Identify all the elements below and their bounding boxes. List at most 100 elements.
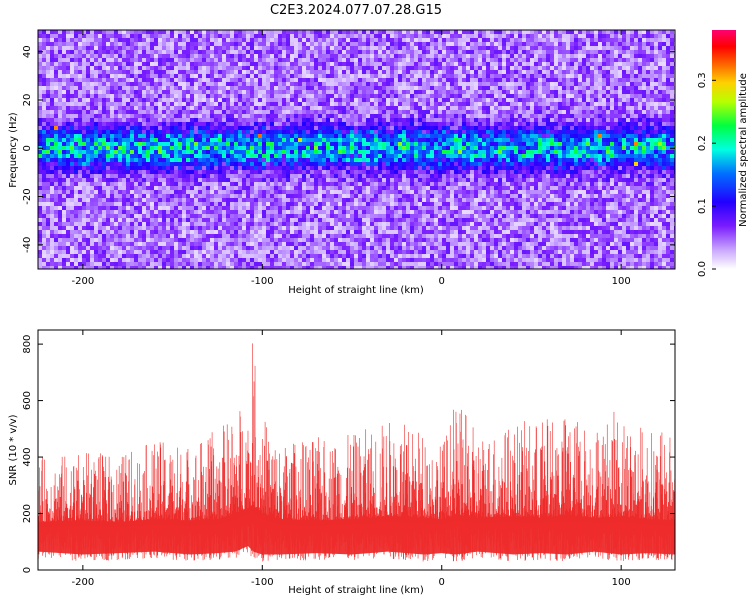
heatmap-cell [58, 102, 62, 106]
heatmap-cell [614, 134, 618, 138]
heatmap-cell [310, 150, 314, 154]
heatmap-cell [42, 86, 46, 90]
heatmap-cell [130, 138, 134, 142]
heatmap-cell [514, 46, 518, 50]
heatmap-cell [290, 74, 294, 78]
heatmap-cell [106, 106, 110, 110]
heatmap-cell [406, 138, 410, 142]
heatmap-cell [166, 90, 170, 94]
heatmap-cell [642, 126, 646, 130]
heatmap-cell [470, 34, 474, 38]
heatmap-cell [662, 106, 666, 110]
heatmap-cell [162, 98, 166, 102]
heatmap-cell [562, 54, 566, 58]
heatmap-cell [634, 130, 638, 134]
heatmap-cell [150, 82, 154, 86]
heatmap-cell [322, 66, 326, 70]
heatmap-cell [582, 62, 586, 66]
heatmap-cell [670, 54, 674, 58]
heatmap-cell [166, 146, 170, 150]
heatmap-cell [374, 126, 378, 130]
heatmap-cell [658, 138, 662, 142]
heatmap-cell [110, 70, 114, 74]
heatmap-cell [442, 146, 446, 150]
heatmap-cell [622, 34, 626, 38]
heatmap-cell [478, 34, 482, 38]
heatmap-cell [494, 142, 498, 146]
heatmap-cell [582, 106, 586, 110]
heatmap-cell [394, 118, 398, 122]
heatmap-cell [90, 46, 94, 50]
heatmap-cell [334, 82, 338, 86]
heatmap-cell [634, 110, 638, 114]
heatmap-cell [498, 98, 502, 102]
heatmap-cell [62, 74, 66, 78]
heatmap-cell [298, 38, 302, 42]
heatmap-cell [590, 34, 594, 38]
heatmap-cell [70, 138, 74, 142]
heatmap-cell [354, 94, 358, 98]
heatmap-cell [102, 134, 106, 138]
heatmap-cell [662, 130, 666, 134]
heatmap-cell [258, 134, 262, 138]
heatmap-cell [366, 126, 370, 130]
heatmap-cell [638, 114, 642, 118]
heatmap-cell [506, 138, 510, 142]
heatmap-cell [142, 114, 146, 118]
heatmap-cell [414, 46, 418, 50]
heatmap-cell [426, 106, 430, 110]
heatmap-cell [150, 146, 154, 150]
heatmap-cell [526, 50, 530, 54]
heatmap-cell [518, 122, 522, 126]
heatmap-cell [154, 142, 158, 146]
heatmap-cell [258, 46, 262, 50]
heatmap-cell [658, 134, 662, 138]
heatmap-cell [414, 134, 418, 138]
heatmap-cell [482, 118, 486, 122]
heatmap-cell [486, 38, 490, 42]
heatmap-cell [146, 118, 150, 122]
heatmap-cell [386, 50, 390, 54]
heatmap-cell [398, 142, 402, 146]
heatmap-cell [482, 130, 486, 134]
heatmap-cell [510, 130, 514, 134]
heatmap-cell [326, 66, 330, 70]
heatmap-cell [554, 146, 558, 150]
heatmap-cell [54, 130, 58, 134]
heatmap-cell [78, 62, 82, 66]
heatmap-cell [170, 126, 174, 130]
heatmap-cell [518, 114, 522, 118]
heatmap-cell [562, 114, 566, 118]
heatmap-cell [210, 122, 214, 126]
heatmap-cell [466, 58, 470, 62]
heatmap-cell [646, 98, 650, 102]
heatmap-cell [450, 146, 454, 150]
heatmap-cell [638, 90, 642, 94]
heatmap-cell [514, 114, 518, 118]
heatmap-cell [374, 86, 378, 90]
heatmap-cell [70, 30, 74, 34]
heatmap-cell [282, 74, 286, 78]
heatmap-cell [394, 142, 398, 146]
heatmap-cell [206, 86, 210, 90]
heatmap-cell [494, 66, 498, 70]
heatmap-cell [42, 34, 46, 38]
heatmap-cell [302, 42, 306, 46]
heatmap-cell [562, 110, 566, 114]
heatmap-cell [494, 134, 498, 138]
heatmap-cell [534, 34, 538, 38]
heatmap-cell [390, 126, 394, 130]
heatmap-cell [446, 118, 450, 122]
heatmap-cell [166, 102, 170, 106]
heatmap-cell [654, 114, 658, 118]
heatmap-cell [70, 118, 74, 122]
heatmap-cell [350, 118, 354, 122]
heatmap-cell [410, 138, 414, 142]
heatmap-cell [622, 46, 626, 50]
heatmap-cell [406, 106, 410, 110]
heatmap-cell [398, 70, 402, 74]
heatmap-cell [594, 34, 598, 38]
heatmap-cell [390, 94, 394, 98]
heatmap-cell [198, 142, 202, 146]
heatmap-cell [646, 50, 650, 54]
